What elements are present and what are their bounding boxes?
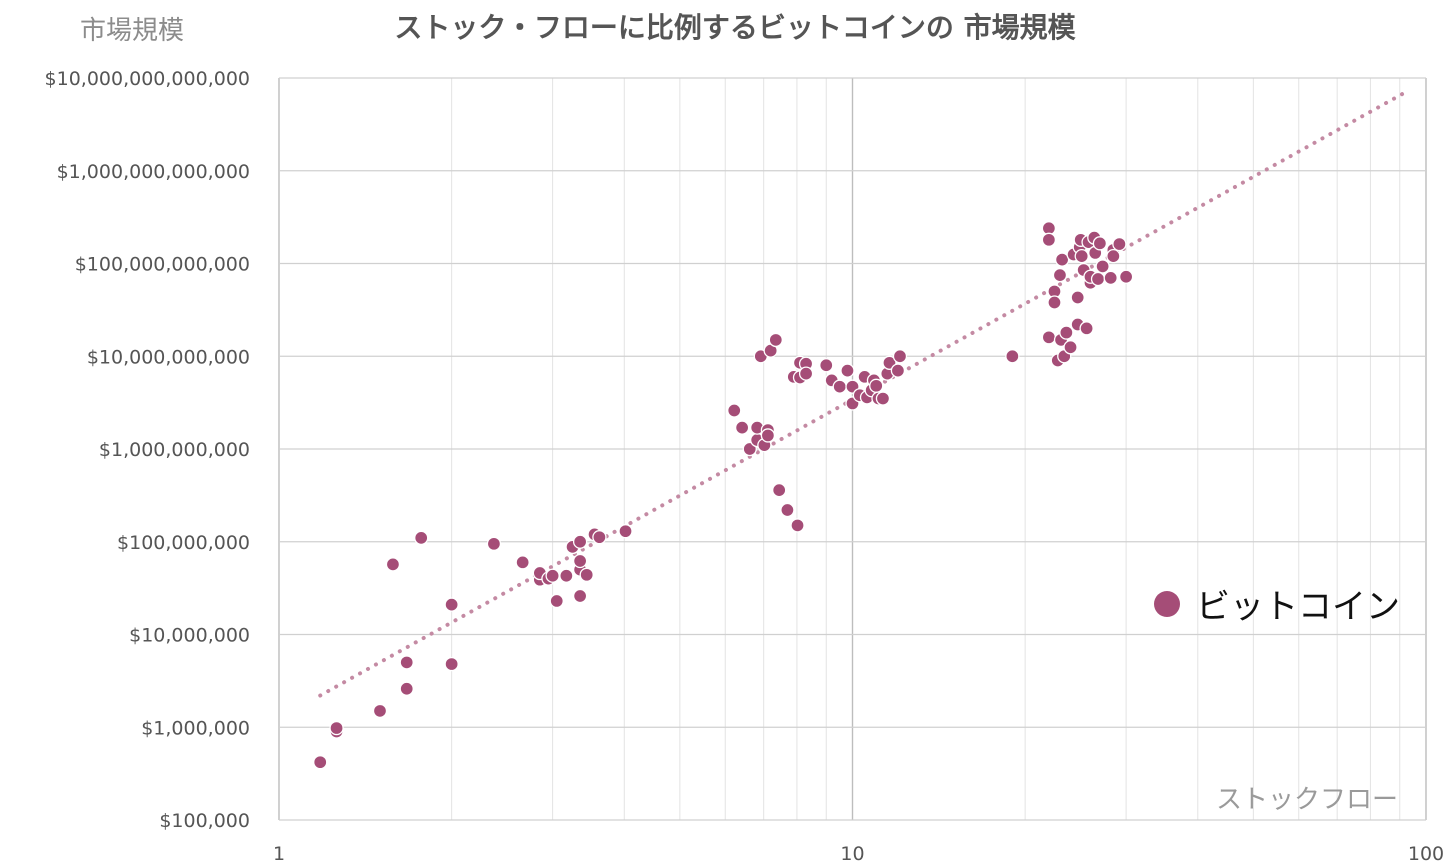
data-point <box>734 420 750 435</box>
data-point <box>768 332 783 348</box>
legend-label-bitcoin: ビットコイン <box>1196 587 1400 627</box>
data-point <box>399 681 414 696</box>
legend-marker-bitcoin <box>1154 591 1180 617</box>
data-point <box>414 530 429 546</box>
data-point <box>1070 290 1085 305</box>
data-point <box>1079 321 1094 336</box>
data-point <box>1052 267 1068 283</box>
x-axis-label: ストックフロー <box>1216 785 1398 815</box>
data-point <box>515 555 530 570</box>
data-point <box>1047 295 1062 310</box>
chart-title: ストック・フローに比例するビットコインの 市場規模 <box>394 11 1076 44</box>
data-point <box>559 568 574 583</box>
data-point <box>890 363 906 378</box>
x-tick-label: 10 <box>840 843 864 865</box>
data-point <box>1041 330 1057 345</box>
data-point <box>329 720 344 736</box>
y-tick-label: $1,000,000,000 <box>99 439 250 461</box>
data-point <box>790 518 805 533</box>
data-point <box>875 391 891 406</box>
data-point <box>819 358 834 373</box>
y-tick-label: $10,000,000 <box>129 625 250 647</box>
y-tick-label: $10,000,000,000 <box>87 346 250 368</box>
data-point <box>1005 349 1020 364</box>
data-point <box>572 553 588 569</box>
data-point <box>1106 249 1121 264</box>
data-point <box>372 703 388 719</box>
data-point <box>840 363 855 378</box>
data-point <box>579 567 594 582</box>
data-point <box>780 502 795 518</box>
data-point <box>1063 340 1078 355</box>
data-point <box>1074 249 1089 264</box>
data-point <box>1092 236 1108 251</box>
data-point <box>399 655 414 670</box>
data-point <box>1059 325 1074 340</box>
y-tick-label: $1,000,000,000,000 <box>57 161 250 183</box>
data-point <box>572 534 588 549</box>
data-point <box>444 597 459 612</box>
grid-layer <box>278 77 1427 821</box>
data-point <box>772 483 787 498</box>
x-tick-label: 1 <box>273 843 285 865</box>
data-point <box>618 524 633 539</box>
y-tick-label: $100,000,000 <box>117 532 250 554</box>
y-tick-labels: $100,000 $1,000,000 $10,000,000 $100,000,00… <box>45 68 250 832</box>
x-tick-label: 100 <box>1408 843 1444 865</box>
scatter-points <box>313 221 1134 770</box>
legend: ビットコイン <box>1154 587 1400 627</box>
x-tick-labels: 1 10 100 <box>273 843 1444 865</box>
data-point <box>760 428 776 443</box>
y-tick-label: $1,000,000 <box>141 717 250 739</box>
data-point <box>486 536 502 551</box>
data-point <box>1118 269 1134 284</box>
data-point <box>798 366 814 381</box>
data-point <box>1090 271 1106 287</box>
data-point <box>1103 270 1118 286</box>
data-point <box>385 557 401 572</box>
data-point <box>892 349 908 364</box>
data-point <box>572 588 588 604</box>
data-point <box>313 755 328 770</box>
data-point <box>549 593 564 609</box>
y-tick-label: $100,000 <box>159 810 250 832</box>
data-point <box>1095 259 1110 274</box>
data-point <box>1041 232 1057 247</box>
data-point <box>869 378 884 393</box>
data-point <box>444 656 459 672</box>
data-point <box>1054 252 1070 267</box>
y-axis-label: 市場規模 <box>80 16 184 46</box>
data-point <box>727 403 742 418</box>
data-point <box>1112 236 1127 252</box>
y-tick-label: $10,000,000,000,000 <box>45 68 250 90</box>
y-tick-label: $100,000,000,000 <box>75 254 250 276</box>
data-point <box>592 530 607 545</box>
data-point <box>832 379 847 394</box>
data-point <box>545 568 560 583</box>
